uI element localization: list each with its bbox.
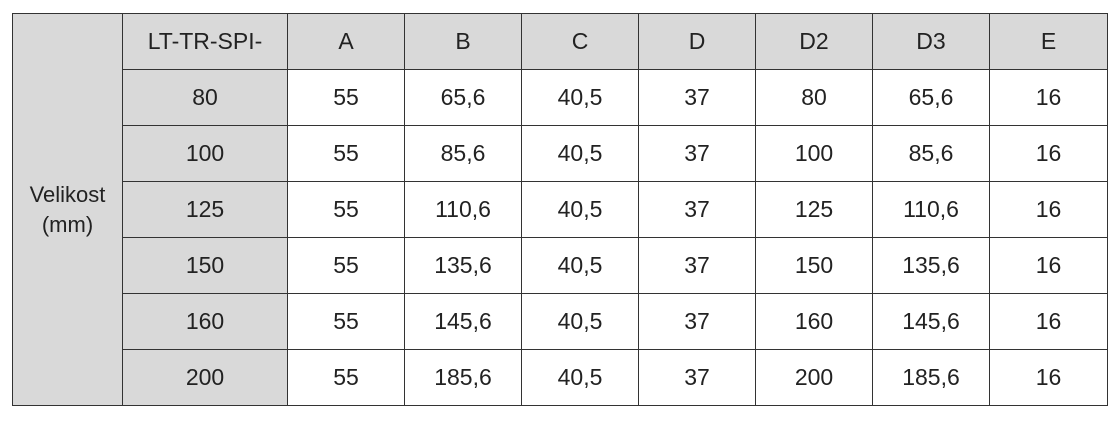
table-row: 125 55 110,6 40,5 37 125 110,6 16: [13, 181, 1108, 238]
table-row: 150 55 135,6 40,5 37 150 135,6 16: [13, 237, 1108, 294]
dimension-table: Velikost (mm) LT-TR-SPI- A B C D D2 D3 E 80 55 65,6…: [12, 13, 1108, 406]
data-cell: 110,6: [872, 181, 990, 238]
data-cell: 135,6: [404, 237, 522, 294]
row-header: Velikost (mm): [12, 13, 123, 406]
data-cell: 185,6: [404, 349, 522, 406]
data-cell: 100: [755, 125, 873, 182]
size-cell: 150: [122, 237, 288, 294]
data-cell: 37: [638, 69, 756, 126]
data-cell: 37: [638, 237, 756, 294]
data-cell: 85,6: [872, 125, 990, 182]
column-header: LT-TR-SPI-: [122, 13, 288, 70]
table-row: Velikost (mm) LT-TR-SPI- A B C D D2 D3 E: [12, 13, 1108, 406]
size-cell: 200: [122, 349, 288, 406]
column-header: C: [521, 13, 639, 70]
data-cell: 200: [755, 349, 873, 406]
data-cell: 55: [287, 125, 405, 182]
data-cell: 145,6: [872, 293, 990, 350]
table-row: 80 55 65,6 40,5 37 80 65,6 16: [13, 69, 1108, 126]
data-cell: 185,6: [872, 349, 990, 406]
data-cell: 110,6: [404, 181, 522, 238]
column-header: A: [287, 13, 405, 70]
data-cell: 40,5: [521, 181, 639, 238]
data-cell: 16: [989, 181, 1108, 238]
data-cell: 16: [989, 293, 1108, 350]
data-cell: 55: [287, 69, 405, 126]
data-cell: 160: [755, 293, 873, 350]
data-cell: 55: [287, 237, 405, 294]
table-row: 100 55 85,6 40,5 37 100 85,6 16: [13, 125, 1108, 182]
data-cell: 16: [989, 237, 1108, 294]
data-cell: 150: [755, 237, 873, 294]
data-cell: 55: [287, 349, 405, 406]
data-cell: 40,5: [521, 293, 639, 350]
data-cell: 40,5: [521, 125, 639, 182]
data-cell: 40,5: [521, 349, 639, 406]
data-cell: 135,6: [872, 237, 990, 294]
size-cell: 100: [122, 125, 288, 182]
table-row: 160 55 145,6 40,5 37 160 145,6 16: [13, 293, 1108, 350]
size-cell: 80: [122, 69, 288, 126]
data-cell: 16: [989, 69, 1108, 126]
data-cell: 65,6: [404, 69, 522, 126]
column-header: D: [638, 13, 756, 70]
data-cell: 37: [638, 125, 756, 182]
column-header: E: [989, 13, 1108, 70]
size-cell: 160: [122, 293, 288, 350]
data-cell: 40,5: [521, 237, 639, 294]
data-cell: 16: [989, 349, 1108, 406]
data-cell: 37: [638, 349, 756, 406]
table-row: 200 55 185,6 40,5 37 200 185,6 16: [13, 349, 1108, 406]
size-cell: 125: [122, 181, 288, 238]
data-cell: 125: [755, 181, 873, 238]
data-cell: 80: [755, 69, 873, 126]
data-cell: 55: [287, 181, 405, 238]
data-cell: 40,5: [521, 69, 639, 126]
column-header: D2: [755, 13, 873, 70]
data-cell: 16: [989, 125, 1108, 182]
column-header: D3: [872, 13, 990, 70]
data-cell: 145,6: [404, 293, 522, 350]
column-header: B: [404, 13, 522, 70]
table-body: Velikost (mm) LT-TR-SPI- A B C D D2 D3 E 80 55 65,6…: [12, 13, 1108, 406]
data-cell: 55: [287, 293, 405, 350]
data-cell: 37: [638, 293, 756, 350]
data-cell: 37: [638, 181, 756, 238]
data-cell: 85,6: [404, 125, 522, 182]
data-cell: 65,6: [872, 69, 990, 126]
